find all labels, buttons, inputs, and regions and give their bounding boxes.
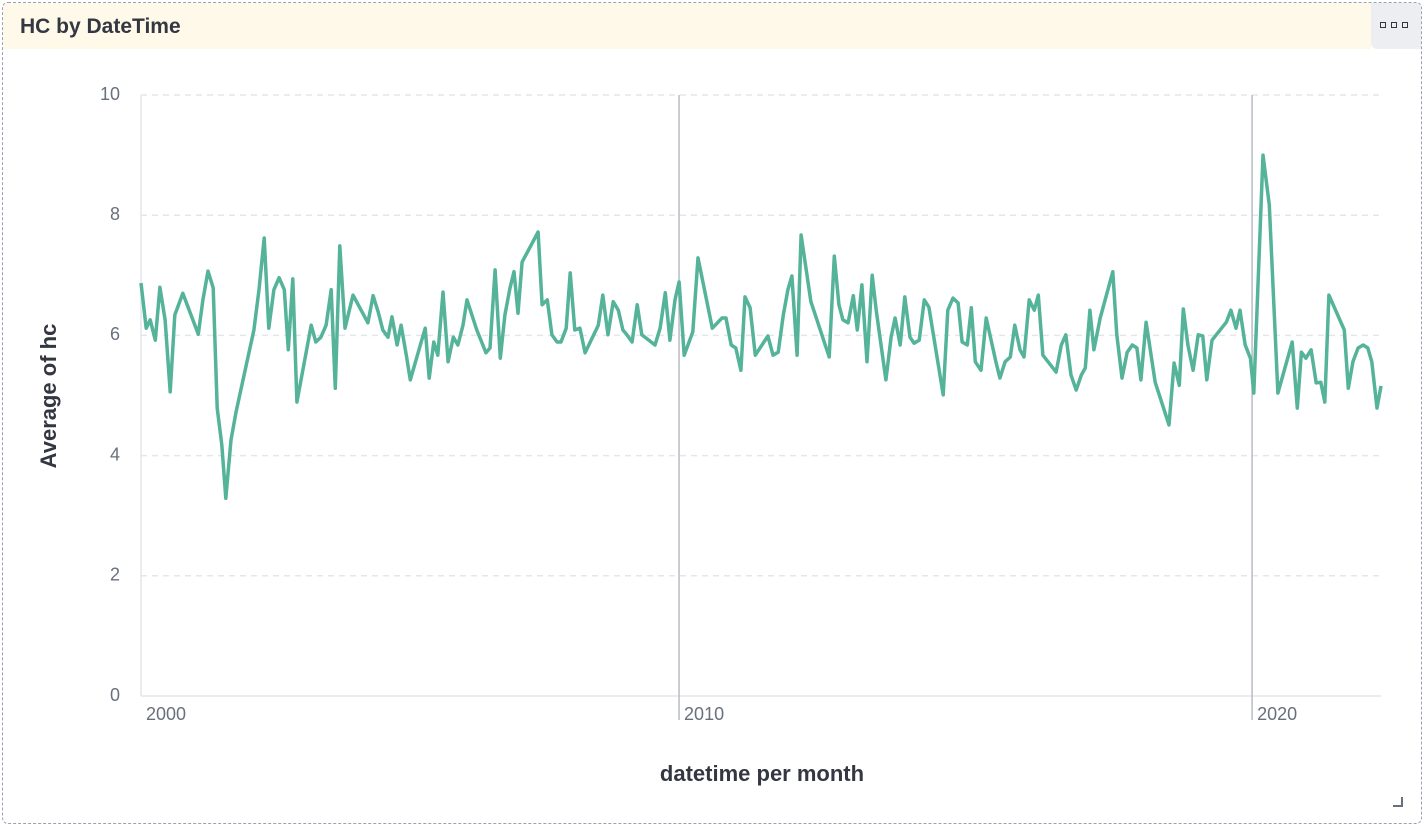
x-tick-label: 2020 [1257,704,1297,724]
y-tick-label: 8 [110,204,120,224]
y-tick-label: 4 [110,444,120,464]
menu-dot [1380,22,1386,28]
y-tick-label: 6 [110,324,120,344]
resize-handle[interactable] [1393,797,1403,807]
panel-menu[interactable] [1371,3,1421,49]
data-line [139,153,1383,501]
y-tick-label: 2 [110,565,120,585]
panel-header: HC by DateTime [3,3,1371,49]
menu-dot [1391,22,1397,28]
y-axis-title: Average of hc [36,324,61,469]
menu-dot [1402,22,1408,28]
x-tick-label: 2000 [146,704,186,724]
y-tick-label: 10 [100,84,120,104]
x-tick-label: 2010 [684,704,724,724]
panel-title: HC by DateTime [20,15,181,38]
x-axis-title: datetime per month [660,761,864,786]
y-tick-label: 0 [110,685,120,705]
